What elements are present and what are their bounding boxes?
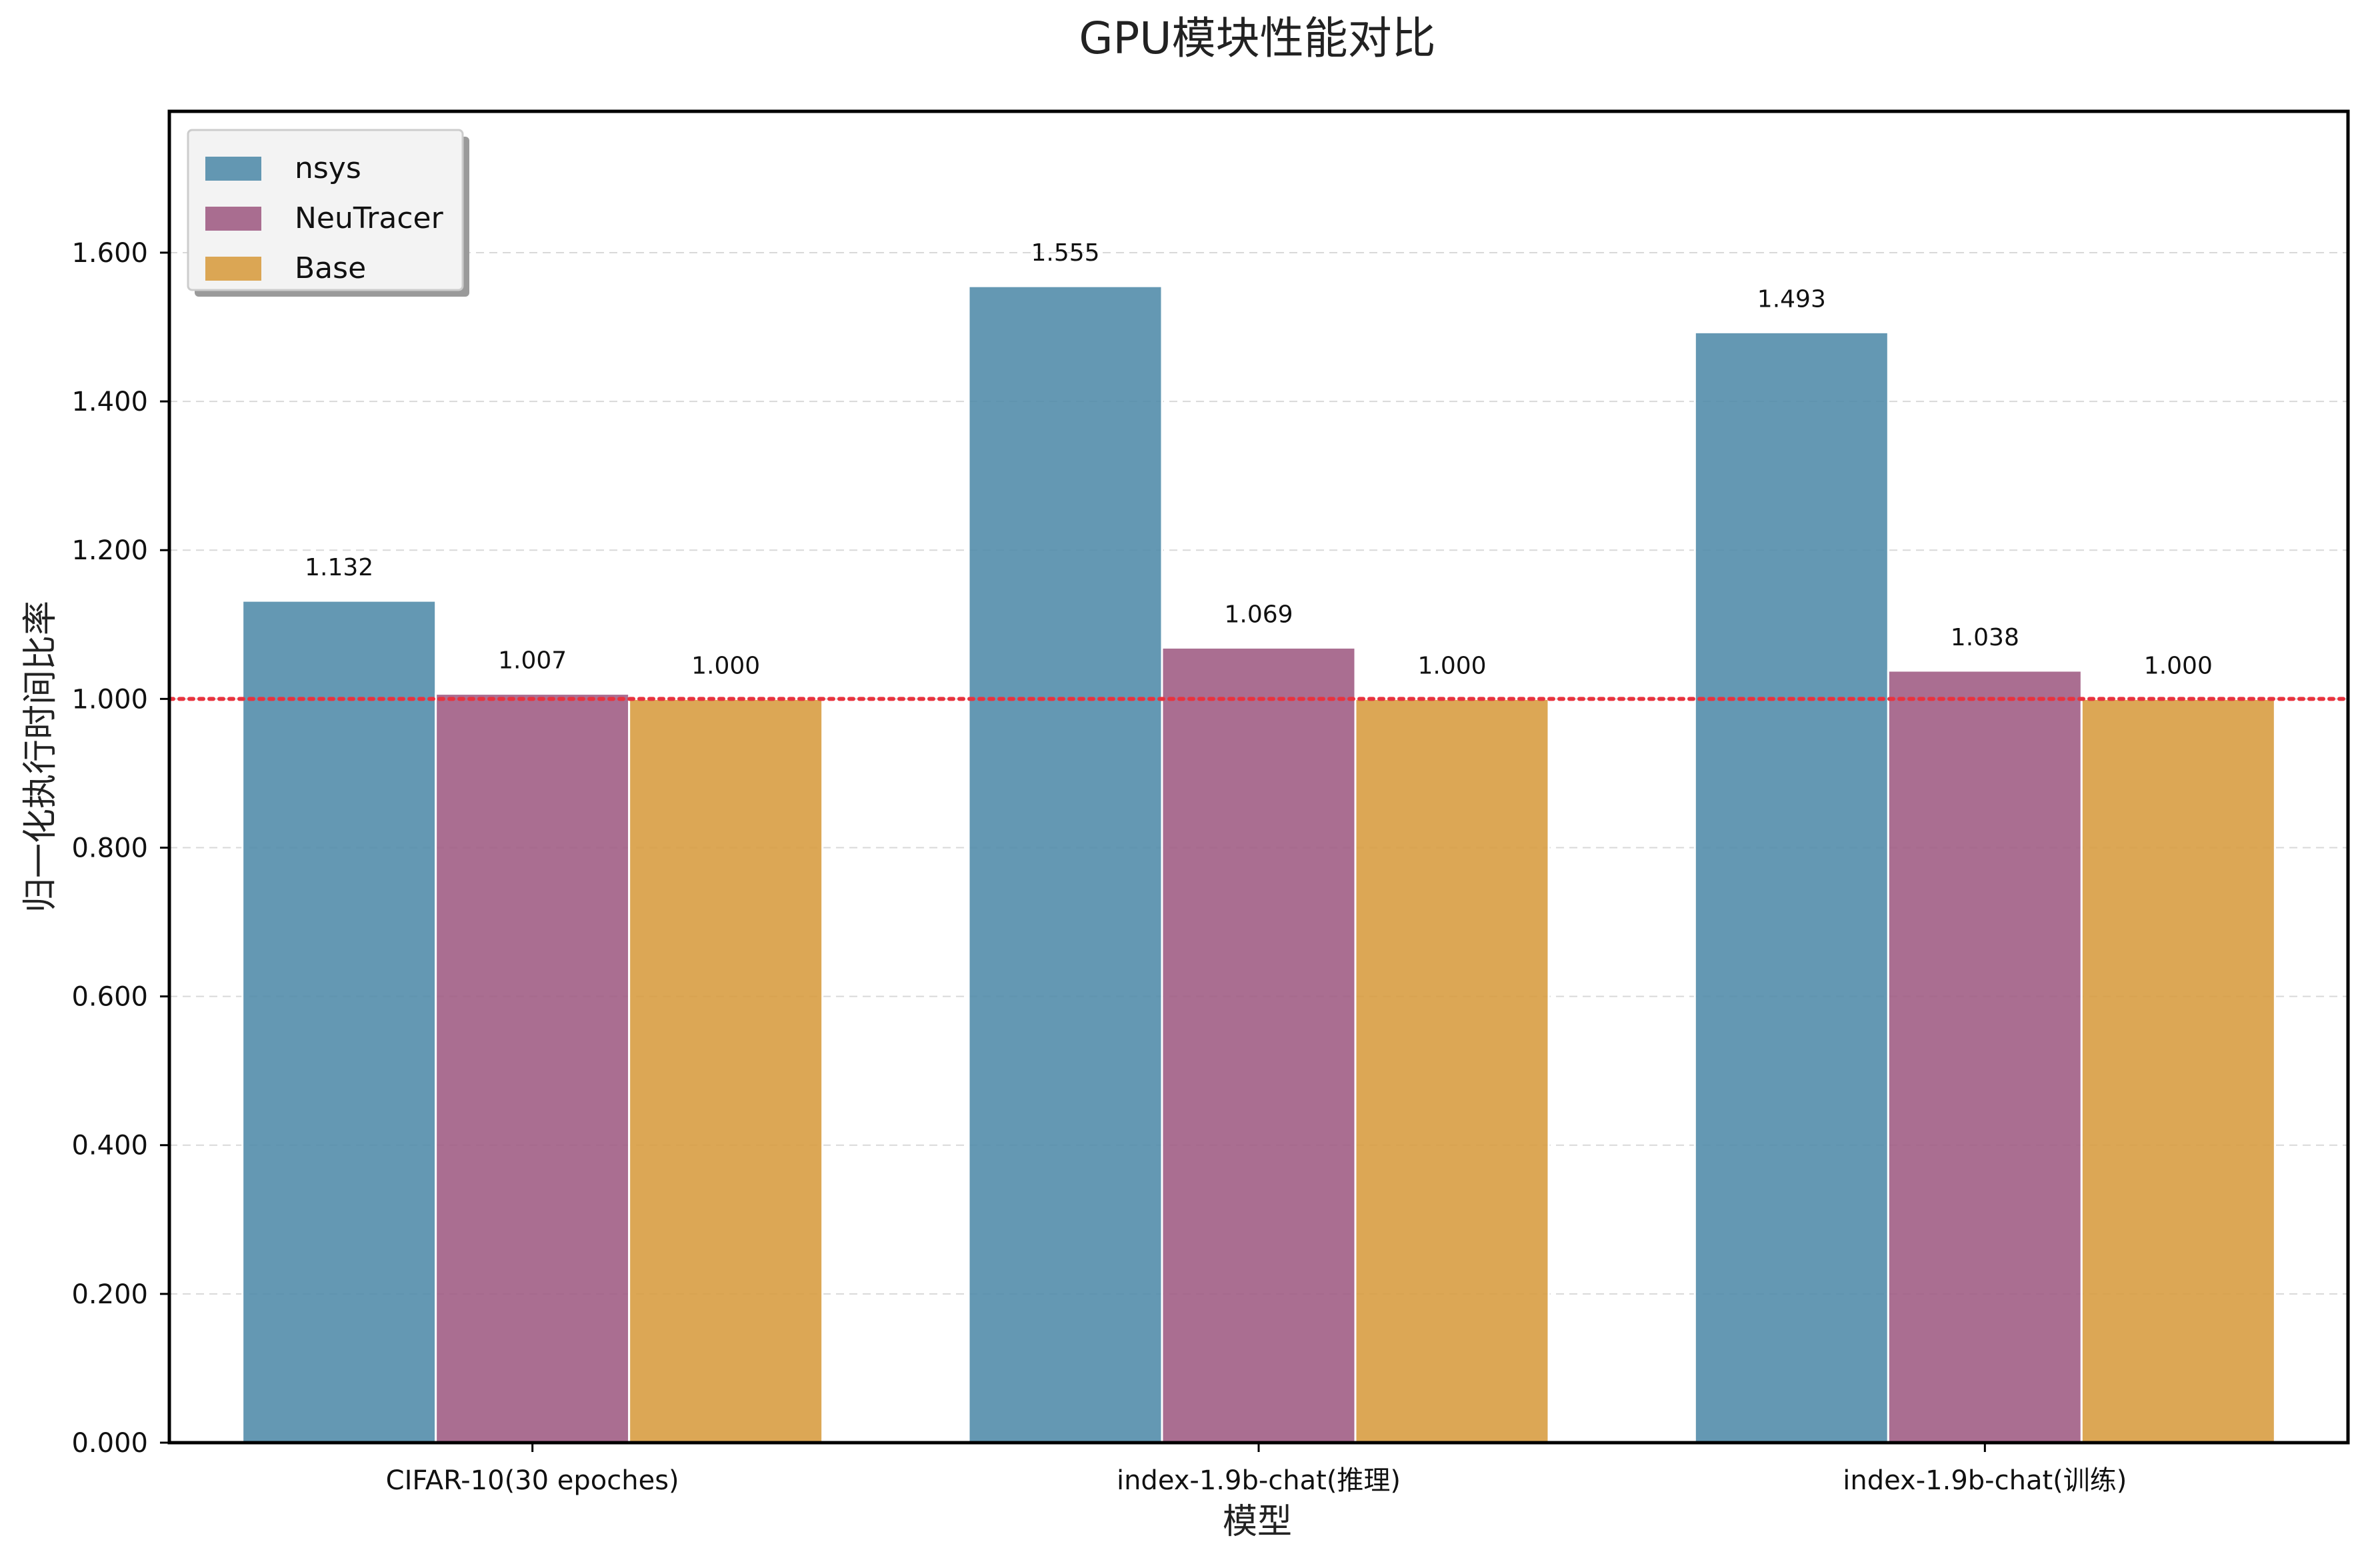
bars (241, 285, 2276, 1444)
value-label-neutracer-2: 1.038 (1951, 624, 2019, 651)
bar-nsys-1 (967, 285, 1163, 1444)
bar-base-1 (1354, 697, 1550, 1444)
legend-label-neutracer: NeuTracer (295, 201, 444, 235)
legend: nsys NeuTracer Base (187, 129, 469, 297)
legend-swatch-base (205, 257, 261, 281)
value-label-nsys-2: 1.493 (1757, 285, 1826, 313)
y-tick-label-1: 0.200 (71, 1279, 148, 1310)
legend-swatch-neutracer (205, 207, 261, 231)
x-tick-label-2: index-1.9b-chat(训练) (1843, 1465, 2127, 1496)
chart-title: GPU模块性能对比 (1079, 13, 1435, 64)
x-tick-label-0: CIFAR-10(30 epoches) (386, 1465, 679, 1496)
x-tick-label-1: index-1.9b-chat(推理) (1117, 1465, 1401, 1496)
value-label-nsys-1: 1.555 (1031, 239, 1099, 267)
bar-base-2 (2080, 697, 2276, 1444)
value-label-base-0: 1.000 (691, 652, 760, 679)
axes: 0.000 0.200 0.400 0.600 0.800 1.000 1.200 1.400… (71, 109, 2350, 1496)
bar-neutracer-2 (1887, 669, 2083, 1444)
value-label-base-2: 1.000 (2144, 652, 2213, 679)
legend-label-nsys: nsys (295, 151, 361, 185)
bar-nsys-2 (1693, 331, 1889, 1444)
y-tick-label-3: 0.600 (71, 982, 148, 1013)
y-axis-title: 归一化执行时间比率 (21, 601, 61, 913)
legend-swatch-nsys (205, 157, 261, 181)
value-label-neutracer-0: 1.007 (498, 647, 567, 675)
y-tick-label-4: 0.800 (71, 833, 148, 863)
y-tick-label-6: 1.200 (71, 535, 148, 566)
x-axis-title: 模型 (1223, 1502, 1292, 1542)
y-tick-label-0: 0.000 (71, 1428, 148, 1459)
bar-neutracer-0 (435, 693, 631, 1444)
bar-base-0 (628, 697, 824, 1444)
value-label-neutracer-1: 1.069 (1224, 601, 1293, 628)
bar-neutracer-1 (1161, 646, 1357, 1444)
y-tick-label-2: 0.400 (71, 1131, 148, 1161)
value-label-nsys-0: 1.132 (305, 554, 373, 581)
bar-nsys-0 (241, 599, 437, 1444)
legend-label-base: Base (295, 251, 366, 285)
value-label-base-1: 1.000 (1417, 652, 1486, 679)
value-labels: 1.132 1.555 1.493 1.007 1.069 1.038 1.000 1.000… (305, 239, 2213, 679)
y-tick-label-5: 1.000 (71, 684, 148, 715)
y-tick-label-7: 1.400 (71, 387, 148, 417)
y-tick-label-8: 1.600 (71, 238, 148, 269)
